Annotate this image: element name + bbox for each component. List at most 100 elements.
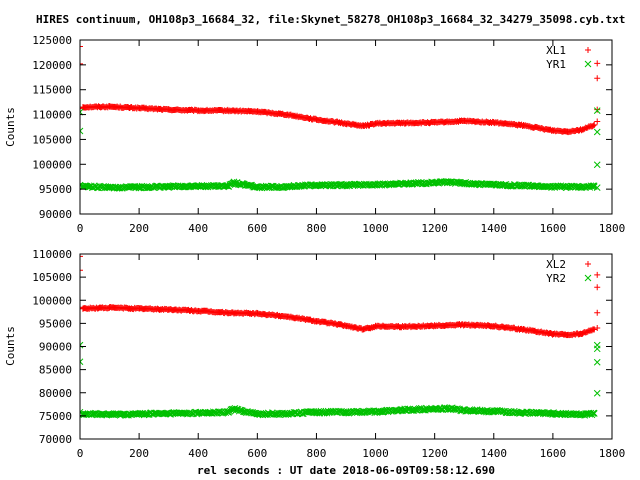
- y-tick-label: 85000: [39, 364, 72, 377]
- xl2-point: [313, 318, 320, 325]
- yr1-point: [267, 182, 275, 190]
- yr2-point: [290, 408, 298, 416]
- legend-label-xl1: XL1: [546, 44, 566, 57]
- yr1-point: [507, 182, 515, 190]
- x-tick-label: 1600: [540, 222, 567, 235]
- chart-panel-1: 90000 95000 100000 105000 110000 115000 120000…: [4, 34, 625, 235]
- y-tick-label: 120000: [32, 59, 72, 72]
- xl1-point: [564, 128, 571, 135]
- xl1-point: [80, 105, 83, 112]
- plot-frame: [79, 39, 613, 215]
- y-tick-label: 110000: [32, 109, 72, 122]
- xl1-point: [195, 107, 202, 114]
- xl1-point: [589, 123, 596, 130]
- yr2-point: [377, 408, 385, 416]
- xl1-point: [579, 126, 586, 133]
- xl2-point: [520, 326, 527, 333]
- yr2-point: [372, 408, 379, 416]
- xl2-point: [283, 313, 290, 320]
- legend-marker-yr1: [584, 60, 592, 68]
- yr1-point: [593, 161, 601, 169]
- y-tick-label: 90000: [39, 341, 72, 354]
- yr2-point: [215, 408, 222, 416]
- xl2-point: [224, 309, 231, 316]
- xl2-point: [579, 330, 586, 337]
- x-tick-label: 800: [307, 222, 327, 235]
- xl1-point: [594, 60, 601, 67]
- xl2-point: [402, 323, 409, 330]
- xl1-point: [594, 75, 601, 82]
- xl2-point: [165, 306, 172, 313]
- xl2-point: [591, 326, 598, 333]
- xl2-point: [594, 271, 601, 278]
- yr2-point: [342, 408, 350, 416]
- yr1-point: [446, 178, 453, 186]
- x-tick-label: 600: [247, 222, 267, 235]
- yr1-point: [283, 183, 291, 191]
- x-tick-label: 1800: [599, 222, 626, 235]
- xl1-point: [254, 108, 261, 115]
- x-tick-label: 1400: [481, 222, 508, 235]
- yr2-point: [230, 405, 238, 413]
- yr2-point: [224, 408, 232, 416]
- xl2-point: [80, 267, 83, 274]
- xl1-point: [313, 116, 320, 123]
- xl2-point: [372, 323, 379, 330]
- y-tick-label: 115000: [32, 84, 72, 97]
- xl2-point: [594, 309, 601, 316]
- xl2-point: [195, 307, 202, 314]
- yr2-point: [106, 411, 113, 418]
- yr1-point: [593, 128, 601, 136]
- xl2-point: [80, 304, 83, 311]
- xl1-point: [594, 118, 601, 125]
- xl2-point: [594, 325, 601, 331]
- xl2-point: [461, 321, 468, 328]
- xl1-point: [520, 122, 527, 129]
- x-tick-label: 400: [188, 447, 208, 460]
- legend-label-xl2: XL2: [546, 258, 566, 271]
- x-tick-label: 1400: [481, 447, 508, 460]
- xl2-point: [431, 322, 438, 329]
- xl1-point: [461, 118, 468, 125]
- yr1-point: [253, 183, 261, 191]
- y-axis-label: Counts: [4, 326, 17, 366]
- y-tick-label: 95000: [39, 183, 72, 196]
- yr1-point: [224, 182, 232, 190]
- legend-label-yr2: YR2: [546, 272, 566, 285]
- series-xl1: [80, 43, 601, 136]
- yr2-point: [593, 345, 601, 353]
- xl1-point: [591, 122, 598, 129]
- yr1-point: [372, 181, 379, 189]
- yr1-point: [460, 179, 468, 187]
- y-tick-label: 105000: [32, 133, 72, 146]
- chart-panels: 9000095000100000105000110000115000120000…: [4, 34, 625, 477]
- figure-title: HIRES continuum, OH108p3_16684_32, file:…: [36, 13, 625, 26]
- yr1-point: [490, 181, 498, 189]
- y-tick-label: 105000: [32, 271, 72, 284]
- yr2-point: [446, 405, 453, 412]
- series-yr2: [80, 341, 601, 419]
- yr2-point: [135, 410, 143, 418]
- yr1-point: [194, 182, 202, 190]
- yr2-point: [460, 406, 468, 414]
- y-tick-label: 75000: [39, 410, 72, 423]
- y-tick-label: 90000: [39, 208, 72, 221]
- yr1-point: [80, 127, 84, 135]
- xl1-point: [431, 119, 438, 126]
- yr2-point: [590, 410, 598, 417]
- yr1-point: [80, 181, 84, 189]
- yr2-point: [383, 406, 391, 414]
- series-xl2: [80, 254, 601, 339]
- yr2-point: [490, 407, 498, 415]
- xl1-point: [224, 107, 231, 114]
- yr1-point: [113, 184, 121, 192]
- yr2-point: [401, 406, 409, 414]
- legend-marker-xl2: [585, 261, 591, 267]
- yr1-point: [342, 181, 350, 189]
- yr2-point: [549, 410, 557, 417]
- xl2-point: [594, 284, 601, 291]
- yr1-point: [549, 183, 557, 191]
- x-tick-label: 0: [77, 222, 84, 235]
- yr2-point: [194, 409, 202, 417]
